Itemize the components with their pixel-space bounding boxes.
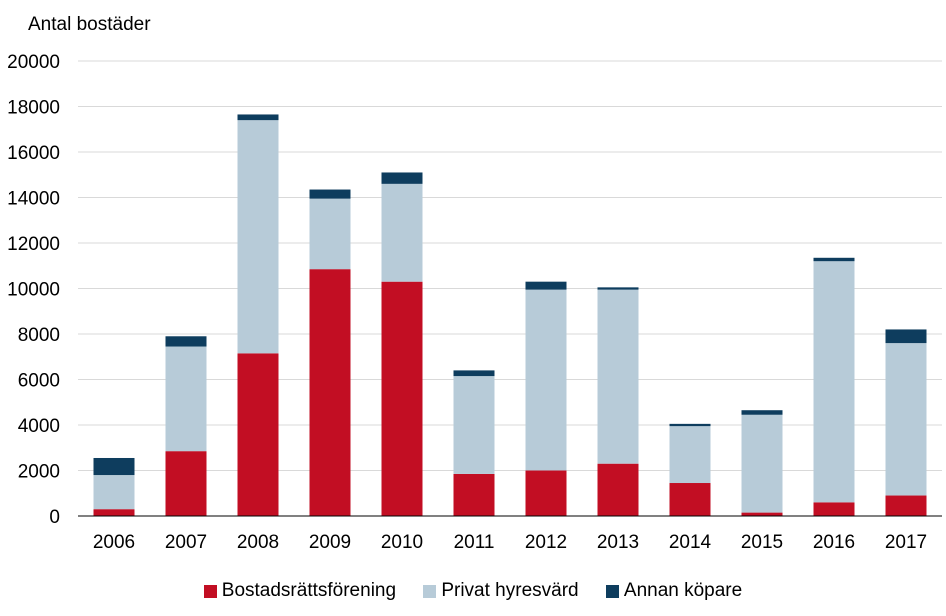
bar-segment-2009-1 — [309, 198, 351, 270]
bar-segment-2014-1 — [669, 426, 711, 484]
y-tick-label: 16000 — [7, 143, 60, 164]
bar-segment-2015-1 — [741, 414, 783, 513]
bar-segment-2007-1 — [165, 346, 207, 452]
legend-swatch-privat-hyresvard — [423, 584, 437, 598]
bar-segment-2007-2 — [165, 336, 207, 347]
y-tick-label: 12000 — [7, 234, 60, 255]
x-tick-label: 2012 — [525, 532, 567, 553]
bar-segment-2006-2 — [93, 457, 135, 476]
bar-segment-2013-1 — [597, 289, 639, 464]
legend-item-annan-kopare: Annan köpare — [605, 580, 743, 602]
bar-segment-2009-0 — [309, 269, 351, 516]
bar-segment-2015-0 — [741, 512, 783, 516]
legend-swatch-bostadsrattsforening — [203, 584, 217, 598]
bar-segment-2008-0 — [237, 353, 279, 516]
x-tick-label: 2014 — [669, 532, 712, 553]
bar-segment-2017-0 — [885, 495, 927, 516]
y-axis-title: Antal bostäder — [28, 14, 151, 35]
legend-label: Bostadsrättsförening — [221, 580, 397, 601]
y-tick-label: 6000 — [18, 371, 60, 392]
bar-segment-2014-2 — [669, 423, 711, 427]
legend: Bostadsrättsförening Privat hyresvärd An… — [0, 580, 946, 604]
bar-segment-2011-0 — [453, 473, 495, 516]
bar-segment-2012-2 — [525, 281, 567, 290]
y-tick-label: 4000 — [18, 416, 60, 437]
bar-segment-2010-1 — [381, 183, 423, 282]
y-tick-label: 10000 — [7, 280, 60, 301]
bar-segment-2012-1 — [525, 289, 567, 471]
x-tick-label: 2007 — [165, 532, 207, 553]
bar-segment-2013-2 — [597, 287, 639, 290]
y-tick-label: 14000 — [7, 189, 60, 210]
bar-segment-2014-0 — [669, 483, 711, 516]
x-tick-label: 2008 — [237, 532, 279, 553]
y-tick-label: 0 — [49, 507, 60, 528]
bar-segment-2007-0 — [165, 451, 207, 516]
y-tick-label: 20000 — [7, 52, 60, 73]
bar-segment-2010-2 — [381, 172, 423, 184]
legend-item-privat-hyresvard: Privat hyresvärd — [423, 580, 579, 602]
x-tick-label: 2010 — [381, 532, 423, 553]
bar-segment-2017-2 — [885, 329, 927, 344]
bar-segment-2016-0 — [813, 502, 855, 516]
bar-segment-2016-2 — [813, 257, 855, 262]
bar-segment-2009-2 — [309, 189, 351, 199]
bar-segment-2013-0 — [597, 463, 639, 516]
bar-segment-2017-1 — [885, 343, 927, 496]
x-tick-label: 2011 — [454, 532, 495, 553]
bar-segment-2015-2 — [741, 410, 783, 415]
legend-label: Annan köpare — [623, 580, 743, 601]
x-tick-label: 2017 — [885, 532, 927, 553]
bar-segment-2008-2 — [237, 114, 279, 121]
x-tick-label: 2015 — [741, 532, 783, 553]
bar-segment-2011-2 — [453, 370, 495, 377]
y-tick-label: 18000 — [7, 98, 60, 119]
bar-segment-2010-0 — [381, 281, 423, 516]
legend-swatch-annan-kopare — [605, 584, 619, 598]
x-tick-label: 2016 — [813, 532, 855, 553]
y-tick-label: 2000 — [18, 462, 60, 483]
bar-segment-2006-1 — [93, 475, 135, 510]
x-tick-label: 2013 — [597, 532, 639, 553]
y-tick-label: 8000 — [18, 325, 60, 346]
x-tick-label: 2009 — [309, 532, 351, 553]
x-tick-label: 2006 — [93, 532, 135, 553]
bar-segment-2006-0 — [93, 509, 135, 516]
legend-item-bostadsrattsforening: Bostadsrättsförening — [203, 580, 397, 602]
legend-label: Privat hyresvärd — [441, 580, 579, 601]
bar-segment-2016-1 — [813, 261, 855, 503]
bar-segment-2011-1 — [453, 376, 495, 474]
bar-segment-2008-1 — [237, 120, 279, 354]
bar-segment-2012-0 — [525, 470, 567, 516]
